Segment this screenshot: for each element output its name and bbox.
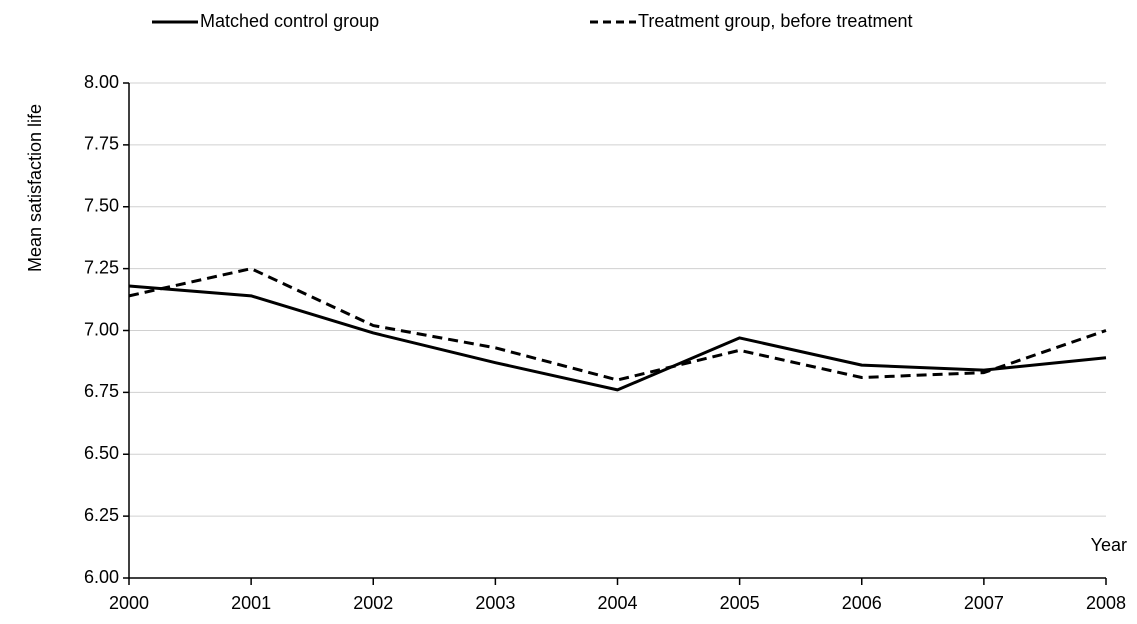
x-axis-label: Year	[1091, 535, 1127, 555]
legend-label: Matched control group	[200, 11, 379, 31]
x-tick-label: 2001	[231, 593, 271, 613]
y-tick-label: 6.00	[84, 567, 119, 587]
y-tick-label: 7.25	[84, 257, 119, 277]
x-tick-label: 2007	[964, 593, 1004, 613]
y-tick-label: 6.75	[84, 381, 119, 401]
x-tick-label: 2005	[720, 593, 760, 613]
legend-label: Treatment group, before treatment	[638, 11, 912, 31]
data-line	[128, 267, 1107, 382]
y-tick-label: 8.00	[84, 72, 119, 92]
y-axis-label: Mean satisfaction life	[25, 104, 45, 272]
y-tick-label: 7.00	[84, 319, 119, 339]
y-tick-label: 7.75	[84, 134, 119, 154]
y-tick-label: 6.25	[84, 505, 119, 525]
x-tick-label: 2004	[597, 593, 637, 613]
y-tick-label: 7.50	[84, 196, 119, 216]
data-line	[128, 284, 1107, 392]
y-tick-label: 6.50	[84, 443, 119, 463]
x-tick-label: 2002	[353, 593, 393, 613]
x-tick-label: 2008	[1086, 593, 1126, 613]
x-tick-label: 2003	[475, 593, 515, 613]
x-tick-label: 2006	[842, 593, 882, 613]
x-tick-label: 2000	[109, 593, 149, 613]
